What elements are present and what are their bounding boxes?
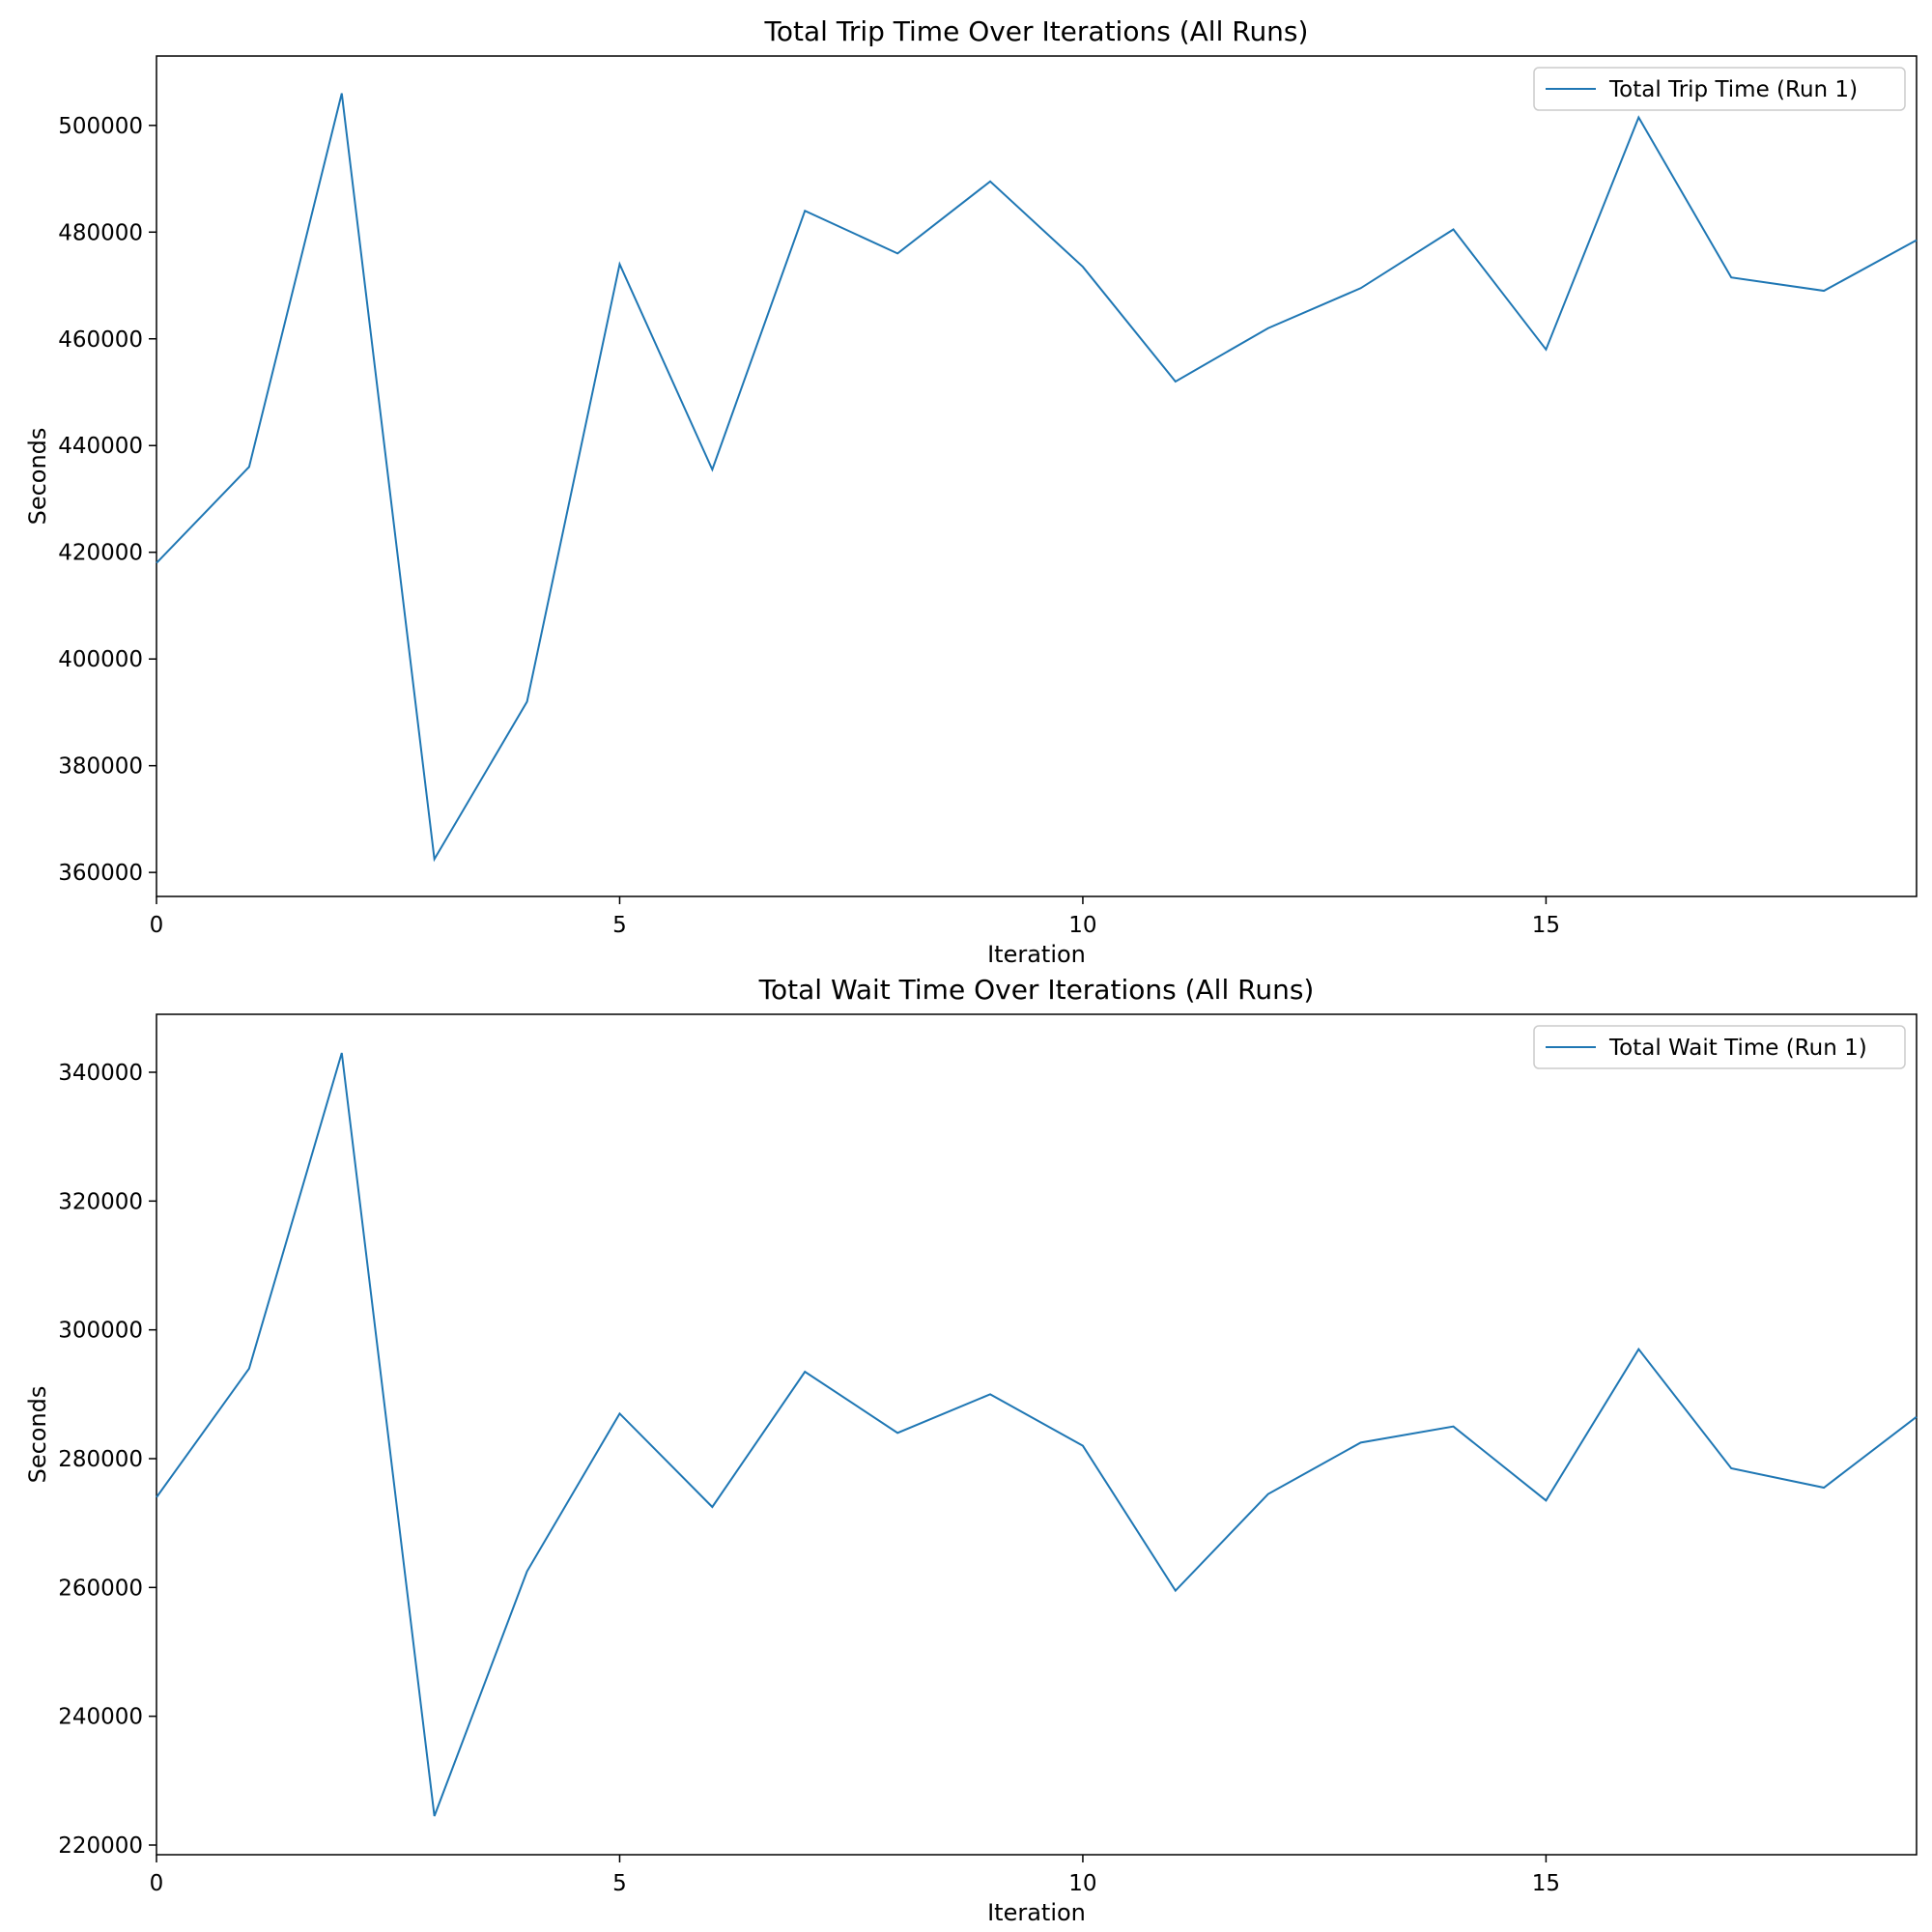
- x-axis-label: Iteration: [987, 941, 1086, 968]
- plot-area-frame: [156, 55, 1918, 897]
- y-tick-label: 480000: [58, 220, 143, 245]
- y-tick-label: 360000: [58, 861, 143, 886]
- legend-box: [1533, 1025, 1906, 1069]
- y-axis-label: Seconds: [24, 1386, 51, 1484]
- x-tick-label: 10: [1068, 913, 1096, 938]
- series-line-1: [156, 93, 1918, 863]
- y-tick-label: 500000: [58, 114, 143, 139]
- x-tick-label: 5: [612, 913, 627, 938]
- legend: Total Wait Time (Run 1): [1533, 1025, 1906, 1069]
- x-tick-label: 15: [1532, 913, 1560, 938]
- x-axis-label: Iteration: [987, 1899, 1086, 1926]
- y-tick-label: 320000: [58, 1189, 143, 1214]
- x-tick-label: 0: [150, 913, 164, 938]
- y-tick-label: 460000: [58, 327, 143, 353]
- chart-title: Total Trip Time Over Iterations (All Run…: [764, 15, 1309, 47]
- y-tick-label: 340000: [58, 1061, 143, 1086]
- chart-panel-2: Total Wait Time Over Iterations (All Run…: [24, 974, 1918, 1926]
- x-tick-label: 10: [1068, 1871, 1096, 1896]
- series-line-1: [156, 1052, 1918, 1817]
- y-tick-label: 220000: [58, 1833, 143, 1859]
- y-tick-label: 440000: [58, 434, 143, 459]
- legend: Total Trip Time (Run 1): [1533, 67, 1906, 111]
- y-tick-label: 300000: [58, 1319, 143, 1344]
- chart-panel-1: Total Trip Time Over Iterations (All Run…: [24, 15, 1918, 968]
- y-tick-label: 260000: [58, 1576, 143, 1601]
- legend-label: Total Wait Time (Run 1): [1608, 1036, 1867, 1061]
- x-tick-label: 15: [1532, 1871, 1560, 1896]
- plot-area-frame: [156, 1013, 1918, 1856]
- y-tick-label: 280000: [58, 1447, 143, 1472]
- x-tick-label: 0: [150, 1871, 164, 1896]
- legend-box: [1533, 67, 1906, 111]
- chart-title: Total Wait Time Over Iterations (All Run…: [758, 974, 1315, 1006]
- y-tick-label: 380000: [58, 754, 143, 780]
- x-tick-label: 5: [612, 1871, 627, 1896]
- legend-label: Total Trip Time (Run 1): [1608, 77, 1858, 102]
- y-tick-label: 400000: [58, 647, 143, 672]
- y-axis-label: Seconds: [24, 428, 51, 526]
- y-tick-label: 420000: [58, 541, 143, 566]
- y-tick-label: 240000: [58, 1705, 143, 1730]
